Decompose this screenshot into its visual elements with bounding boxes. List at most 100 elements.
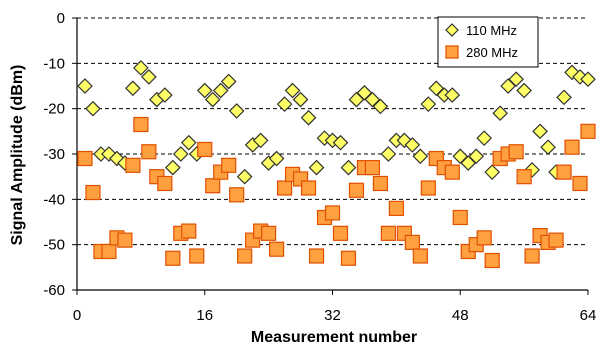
data-point-square [524, 248, 540, 264]
data-point-square [125, 157, 141, 173]
y-tick-label: -10 [43, 55, 65, 72]
data-point-square [372, 175, 389, 192]
data-point-diamond [125, 80, 141, 97]
data-point-square [380, 225, 396, 241]
data-point-square [77, 150, 93, 167]
data-point-square [141, 144, 157, 160]
data-point-square [484, 252, 500, 269]
legend-marker-square [445, 45, 459, 59]
data-point-square [300, 180, 317, 196]
legend-marker-diamond [445, 23, 459, 37]
data-point-square [85, 184, 101, 201]
data-point-square [364, 160, 381, 176]
data-point-square [412, 248, 428, 264]
data-point-diamond [292, 91, 309, 108]
data-point-diamond [220, 73, 237, 90]
data-point-diamond [468, 148, 485, 165]
data-point-diamond [85, 100, 101, 117]
data-point-square [388, 200, 404, 216]
data-point-diamond [268, 150, 285, 167]
data-point-diamond [133, 60, 149, 76]
data-point-diamond [77, 78, 93, 94]
y-tick-label: -40 [43, 191, 65, 208]
data-point-square [508, 144, 524, 160]
x-tick-label: 0 [73, 307, 81, 324]
data-point-diamond [332, 134, 349, 151]
y-axis-tick-labels: 0 -10 -20 -30 -40 -50 -60 [43, 10, 65, 299]
data-point-square [348, 182, 365, 198]
data-point-square [269, 241, 285, 257]
data-point-diamond [284, 82, 301, 99]
data-point-diamond [141, 69, 157, 85]
data-point-square [261, 225, 277, 241]
data-point-diamond [484, 164, 501, 180]
data-point-square [181, 223, 197, 239]
data-point-square [157, 175, 173, 192]
data-point-square [205, 178, 221, 194]
data-point-square [133, 116, 149, 133]
data-point-diamond [532, 123, 548, 140]
data-point-diamond [420, 96, 437, 112]
y-tick-label: -20 [43, 101, 65, 118]
gridlines [77, 17, 588, 246]
data-point-square [516, 169, 532, 185]
y-tick-label: -30 [43, 146, 65, 163]
data-point-square [420, 180, 436, 196]
data-point-diamond [252, 132, 269, 149]
data-point-square [452, 209, 468, 226]
data-point-diamond [580, 71, 596, 88]
data-point-square [308, 248, 325, 264]
y-tick-label: -60 [43, 282, 65, 299]
data-point-square [340, 250, 357, 266]
data-point-square [117, 232, 133, 248]
data-point-diamond [516, 82, 532, 99]
y-tick-label: 0 [57, 10, 65, 27]
data-point-square [101, 243, 117, 260]
x-tick-label: 48 [452, 307, 469, 324]
data-point-diamond [340, 159, 357, 176]
legend: 110 MHz 280 MHz [437, 16, 539, 68]
data-point-square [580, 123, 596, 139]
data-point-diamond [412, 148, 429, 165]
data-point-square [165, 250, 181, 266]
data-point-square [572, 175, 588, 192]
data-point-diamond [180, 134, 197, 151]
data-point-square [324, 205, 341, 221]
legend-label: 280 MHz [466, 45, 518, 60]
data-point-diamond [212, 82, 229, 99]
x-tick-label: 32 [324, 307, 341, 324]
legend-label: 110 MHz [466, 23, 517, 38]
data-point-square [197, 141, 213, 158]
data-point-diamond [172, 146, 189, 162]
data-point-diamond [196, 82, 213, 99]
data-point-diamond [556, 89, 572, 106]
data-points [77, 60, 596, 269]
data-point-diamond [204, 91, 221, 108]
data-point-diamond [540, 139, 556, 156]
data-point-diamond [164, 159, 181, 176]
data-point-square [556, 164, 572, 180]
data-point-square [221, 157, 237, 173]
data-point-diamond [492, 105, 509, 122]
axes [72, 17, 589, 295]
data-point-diamond [308, 159, 325, 176]
x-tick-label: 64 [580, 307, 597, 324]
data-point-square [332, 225, 349, 241]
data-point-diamond [380, 146, 397, 162]
data-point-square [444, 164, 460, 180]
y-axis-title: Signal Amplitude (dBm) [9, 65, 26, 246]
data-point-square [548, 232, 564, 248]
data-point-diamond [236, 168, 253, 185]
data-point-square [476, 230, 492, 246]
data-point-diamond [300, 109, 317, 126]
y-tick-label: -50 [43, 237, 65, 254]
data-point-diamond [444, 87, 461, 103]
legend-box [437, 16, 539, 68]
series-1 [77, 116, 596, 269]
data-point-square [229, 187, 245, 203]
data-point-square [237, 248, 253, 264]
data-point-diamond [156, 87, 173, 103]
data-point-square [276, 180, 293, 196]
data-point-diamond [276, 96, 293, 112]
